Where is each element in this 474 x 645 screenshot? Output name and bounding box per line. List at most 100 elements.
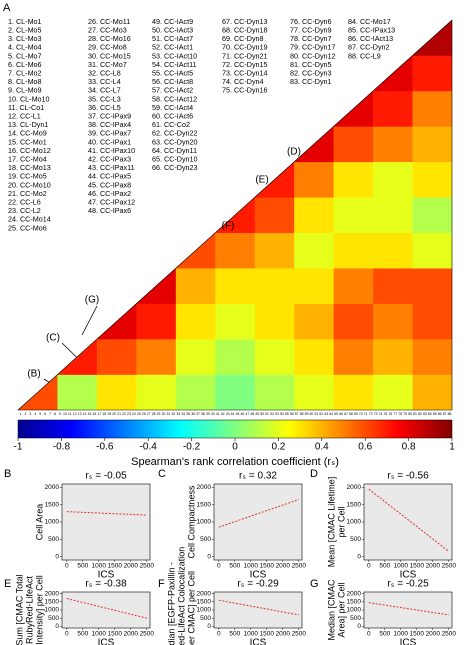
heatmap-outline	[17, 19, 453, 411]
variable-label: 56. CC-IAct8	[152, 77, 193, 86]
annotation: (F)	[222, 221, 235, 232]
x-tick-label: 2500	[140, 563, 155, 570]
heatmap-cell	[333, 339, 374, 375]
heatmap-cell	[333, 268, 374, 304]
x-tick-label: 1500	[410, 631, 425, 638]
x-tick-label: 2500	[292, 563, 307, 570]
panel-title: rₛ = 0.32	[239, 471, 277, 482]
variable-label: 80. CC-Dyn12	[290, 51, 336, 60]
colorbar-tick-label: 0.2	[271, 442, 285, 453]
x-tick-label: 76	[388, 412, 392, 416]
heatmap-cell	[412, 126, 452, 163]
y-tick-label: 2000	[347, 590, 362, 597]
x-tick-label: 2	[24, 412, 26, 416]
heatmap-cell	[136, 339, 177, 375]
x-tick-label: 2000	[124, 631, 139, 638]
x-tick-label: 52	[270, 412, 274, 416]
variable-label: 34. CC-L7	[88, 86, 121, 95]
y-tick-label: 2000	[45, 484, 60, 491]
x-tick-label: 30	[162, 412, 166, 416]
x-tick-label: 0	[367, 631, 371, 638]
y-axis-label: Area] per Cell	[336, 582, 346, 637]
x-tick-label: 38	[201, 412, 205, 416]
x-tick-label: 3	[29, 412, 31, 416]
x-tick-label: 2000	[276, 631, 291, 638]
x-tick-label: 86	[438, 412, 442, 416]
x-tick-label: 54	[280, 412, 284, 416]
panel-letter: C	[158, 468, 166, 480]
y-tick-label: 1500	[347, 501, 362, 508]
variable-label: 37. CC-IPax9	[88, 112, 131, 121]
x-tick-label: 21	[117, 412, 121, 416]
x-tick-label: 1500	[260, 631, 275, 638]
y-tick-label: 1000	[45, 519, 60, 526]
x-tick-label: 12	[73, 412, 77, 416]
x-tick-label: 59	[305, 412, 309, 416]
x-tick-label: 80	[408, 412, 412, 416]
heatmap-cell	[294, 268, 334, 304]
x-tick-label: 45	[236, 412, 240, 416]
x-tick-label: 51	[265, 412, 269, 416]
panel-letter: B	[4, 468, 11, 480]
x-axis-label: ICS	[250, 570, 267, 581]
x-tick-label: 500	[229, 631, 240, 638]
heatmap-cell	[333, 197, 374, 234]
variable-label: 20. CC-Mo10	[8, 180, 51, 189]
y-tick-label: 1000	[197, 607, 212, 614]
variable-label: 40. CC-IPax1	[88, 137, 131, 146]
variable-label: 57. CC-IAct2	[152, 86, 193, 95]
panel-title: rₛ = -0.38	[85, 579, 127, 590]
heatmap-cell	[215, 374, 256, 410]
x-tick-label: 55	[285, 412, 289, 416]
heatmap-cell	[215, 303, 256, 340]
variable-label: 31. CC-Mo7	[88, 60, 127, 69]
x-tick-label: 47	[245, 412, 249, 416]
colorbar-tick-label: -0.2	[183, 442, 201, 453]
variable-label: 58. CC-IAct12	[152, 94, 197, 103]
variable-label: 21. CC-Mo2	[8, 189, 47, 198]
heatmap-cell	[412, 161, 452, 198]
x-tick-label: 0	[65, 631, 69, 638]
x-tick-label: 72	[369, 412, 373, 416]
heatmap-cell	[333, 126, 374, 163]
plot-area	[213, 483, 303, 561]
variable-label: 44. CC-IPax5	[88, 172, 131, 181]
y-axis-label: Median [CMAC	[326, 579, 336, 641]
variable-label: 27. CC-Mo3	[88, 26, 127, 35]
colorbar-tick-label: 0	[232, 442, 238, 453]
panel-letter: F	[158, 578, 165, 590]
y-tick-label: 500	[48, 536, 59, 543]
y-tick-label: 2000	[347, 484, 362, 491]
x-tick-label: 1000	[244, 563, 259, 570]
x-tick-label: 73	[374, 412, 378, 416]
variable-label: 33. CC-L4	[88, 77, 121, 86]
variable-label: 38. CC-IPax4	[88, 120, 131, 129]
x-tick-label: 29	[157, 412, 161, 416]
colorbar-tick-label: 0.6	[358, 442, 372, 453]
x-tick-label: 13	[78, 412, 82, 416]
heatmap-cell	[175, 374, 216, 410]
x-tick-label: 19	[107, 412, 111, 416]
trend-line	[66, 511, 147, 516]
variable-label: 65. CC-Dyn10	[152, 155, 198, 164]
variable-label: 13. CL-Dyn1	[8, 120, 48, 129]
trend-line	[368, 602, 449, 616]
y-axis-label: per Cell	[336, 506, 346, 537]
x-tick-label: 42	[221, 412, 225, 416]
heatmap-cell	[136, 374, 177, 410]
x-tick-label: 43	[226, 412, 230, 416]
x-tick-label: 62	[319, 412, 323, 416]
heatmap-cell	[373, 374, 413, 410]
x-tick-label: 46	[241, 412, 245, 416]
y-axis-label: RubyRed-LifeAct Colocalization	[176, 547, 186, 645]
y-tick-label: 500	[350, 536, 361, 543]
x-tick-label: 25	[137, 412, 141, 416]
variable-label: 47. CC-IPax12	[88, 198, 135, 207]
variable-label: 79. CC-Dyn17	[290, 43, 336, 52]
x-tick-label: 1500	[108, 631, 123, 638]
heatmap-cell	[373, 90, 413, 127]
y-tick-label: 1500	[45, 599, 60, 606]
panel-letter: A	[3, 2, 11, 14]
variable-label: 5. CL-Mo7	[8, 51, 42, 60]
variable-label: 60. CC-IAct6	[152, 112, 193, 121]
